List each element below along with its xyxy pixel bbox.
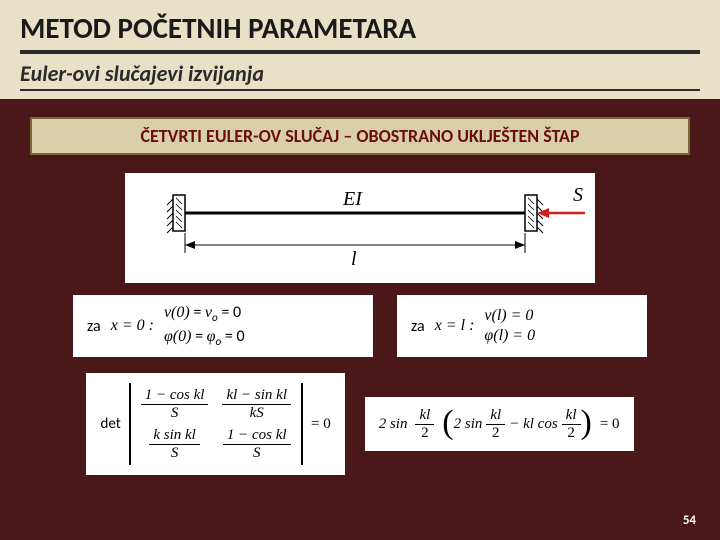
page-subtitle: Euler-ovi slučajevi izvijanja: [20, 54, 700, 91]
det-label: det: [100, 415, 120, 433]
boundary-conditions-row: za x = 0 : v(0) = vo = 0 φ(0) = φo = 0 z…: [0, 295, 720, 357]
bc-left-cond: x = 0 :: [111, 317, 154, 335]
beam-svg: S EI l: [125, 173, 595, 283]
bc-right-eqs: v(l) = 0 φ(l) = 0: [484, 307, 535, 345]
case-text: ČETVRTI EULER-OV SLUČAJ – OBOSTRANO UKLJ…: [140, 125, 579, 147]
beam-diagram: S EI l: [125, 173, 595, 283]
length-label: l: [351, 248, 357, 270]
result-paren: ( 2 sin kl2 − kl cos kl2 ): [442, 407, 592, 441]
result-panel: 2 sin kl2 ( 2 sin kl2 − kl cos kl2 ) = 0: [365, 397, 634, 451]
equations-row: det 1 − cos klS kl − sin klkS k sin klS …: [0, 373, 720, 475]
bc-right-panel: za x = l : v(l) = 0 φ(l) = 0: [397, 295, 647, 357]
det-matrix: 1 − cos klS kl − sin klkS k sin klS 1 − …: [129, 383, 303, 465]
bc-left-label: za: [87, 317, 101, 336]
header-band: METOD POČETNIH PARAMETARA Euler-ovi sluč…: [0, 0, 720, 99]
bc-right-label: za: [411, 317, 425, 336]
result-rhs: = 0: [600, 416, 620, 433]
bc-left-eqs: v(0) = vo = 0 φ(0) = φo = 0: [164, 303, 245, 349]
bc-left-panel: za x = 0 : v(0) = vo = 0 φ(0) = φo = 0: [73, 295, 373, 357]
force-label: S: [573, 184, 583, 206]
case-box: ČETVRTI EULER-OV SLUČAJ – OBOSTRANO UKLJ…: [30, 117, 690, 155]
ei-label: EI: [342, 188, 363, 210]
det-rhs: = 0: [311, 416, 331, 433]
determinant-panel: det 1 − cos klS kl − sin klkS k sin klS …: [86, 373, 344, 475]
page-number: 54: [683, 513, 696, 528]
bc-right-cond: x = l :: [435, 317, 475, 335]
page-title: METOD POČETNIH PARAMETARA: [20, 10, 700, 54]
